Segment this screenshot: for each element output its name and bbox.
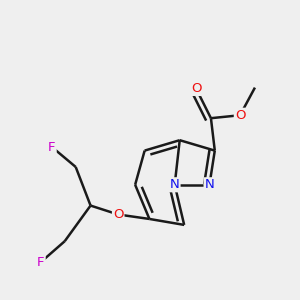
Text: O: O — [235, 109, 245, 122]
Text: O: O — [113, 208, 123, 221]
Text: O: O — [191, 82, 201, 95]
Text: F: F — [37, 256, 45, 268]
Text: F: F — [48, 140, 56, 154]
Text: N: N — [170, 178, 179, 191]
Text: N: N — [205, 178, 214, 191]
